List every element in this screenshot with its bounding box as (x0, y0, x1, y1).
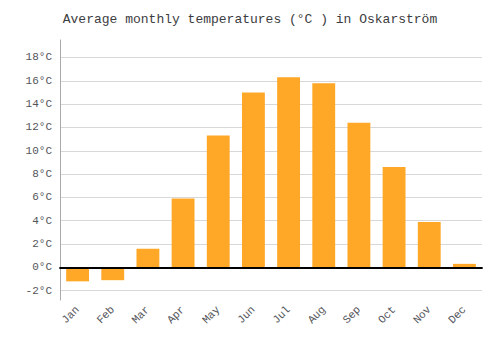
svg-text:Nov: Nov (411, 303, 434, 326)
svg-text:Jul: Jul (270, 304, 292, 326)
svg-text:Oct: Oct (376, 304, 398, 326)
svg-text:12°C: 12°C (26, 121, 53, 133)
svg-text:Dec: Dec (446, 304, 468, 326)
svg-text:2°C: 2°C (32, 238, 52, 250)
svg-text:Mar: Mar (130, 304, 152, 326)
svg-text:6°C: 6°C (32, 191, 52, 203)
svg-text:Jan: Jan (59, 304, 81, 326)
svg-text:-2°C: -2°C (26, 285, 53, 297)
svg-text:16°C: 16°C (26, 75, 53, 87)
svg-text:0°C: 0°C (32, 261, 52, 273)
svg-text:Jun: Jun (235, 304, 257, 326)
svg-text:Sep: Sep (341, 304, 363, 326)
svg-text:4°C: 4°C (32, 215, 52, 227)
svg-text:8°C: 8°C (32, 168, 52, 180)
svg-text:May: May (200, 303, 223, 326)
svg-text:Aug: Aug (306, 304, 328, 326)
svg-text:Average monthly temperatures (: Average monthly temperatures (°C ) in Os… (63, 12, 438, 27)
svg-text:Apr: Apr (165, 304, 187, 326)
svg-text:14°C: 14°C (26, 98, 53, 110)
svg-text:Feb: Feb (95, 304, 117, 326)
svg-text:10°C: 10°C (26, 145, 53, 157)
svg-text:18°C: 18°C (26, 51, 53, 63)
